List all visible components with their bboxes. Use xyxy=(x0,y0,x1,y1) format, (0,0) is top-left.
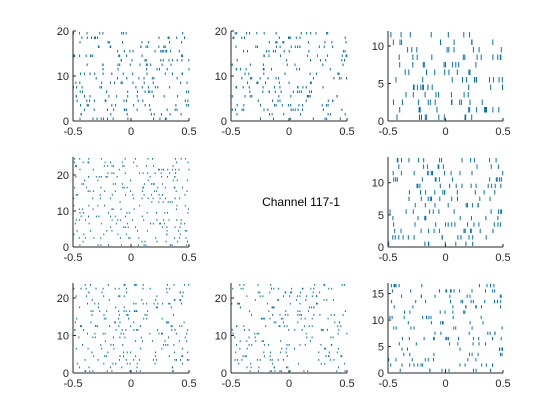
x-tick-label: -0.5 xyxy=(379,252,398,264)
y-tick-label: 0 xyxy=(63,116,69,128)
x-tick-label: 0 xyxy=(128,252,134,264)
x-tick-label: -0.5 xyxy=(379,126,398,138)
x-tick-label: 0 xyxy=(128,126,134,138)
y-tick-label: 0 xyxy=(378,368,384,380)
x-tick-label: -0.5 xyxy=(64,378,83,390)
y-tick-label: 5 xyxy=(378,79,384,91)
spike-group xyxy=(72,32,190,120)
spike-group xyxy=(390,32,503,120)
spike-group xyxy=(388,284,503,372)
y-tick-label: 0 xyxy=(63,242,69,254)
x-tick-label: 0 xyxy=(442,252,448,264)
spike-group xyxy=(388,158,504,246)
x-tick-label: 0.5 xyxy=(181,126,196,138)
x-tick-label: 0 xyxy=(286,378,292,390)
x-tick-label: 0 xyxy=(442,378,448,390)
y-tick-label: 0 xyxy=(221,116,227,128)
y-tick-label: 20 xyxy=(215,293,227,305)
x-tick-label: 0.5 xyxy=(181,252,196,264)
x-tick-label: 0 xyxy=(128,378,134,390)
figure-title: Channel 117-1 xyxy=(262,195,340,209)
spike-group xyxy=(230,284,348,372)
x-tick-label: -0.5 xyxy=(222,126,241,138)
x-tick-label: -0.5 xyxy=(64,252,83,264)
x-tick-label: 0 xyxy=(442,126,448,138)
x-tick-label: 0.5 xyxy=(495,252,510,264)
spike-group xyxy=(73,284,190,372)
y-tick-label: 10 xyxy=(372,315,384,327)
spike-group xyxy=(231,32,348,120)
spike-group xyxy=(72,158,190,246)
y-tick-label: 0 xyxy=(63,368,69,380)
x-tick-label: 0.5 xyxy=(495,378,510,390)
y-tick-label: 10 xyxy=(215,71,227,83)
y-tick-label: 0 xyxy=(221,368,227,380)
x-tick-label: -0.5 xyxy=(379,378,398,390)
x-tick-label: -0.5 xyxy=(64,126,83,138)
x-tick-label: 0 xyxy=(286,126,292,138)
y-tick-label: 0 xyxy=(378,116,384,128)
y-tick-label: 0 xyxy=(378,242,384,254)
y-tick-label: 10 xyxy=(57,331,69,343)
y-tick-label: 5 xyxy=(378,210,384,222)
x-tick-label: 0.5 xyxy=(339,126,354,138)
y-tick-label: 20 xyxy=(57,293,69,305)
x-tick-label: 0.5 xyxy=(339,378,354,390)
y-tick-label: 10 xyxy=(372,178,384,190)
y-tick-label: 20 xyxy=(57,170,69,182)
y-tick-label: 20 xyxy=(57,26,69,38)
x-tick-label: -0.5 xyxy=(222,378,241,390)
y-tick-label: 10 xyxy=(57,206,69,218)
y-tick-label: 20 xyxy=(215,26,227,38)
y-tick-label: 10 xyxy=(57,71,69,83)
y-tick-label: 10 xyxy=(215,331,227,343)
y-tick-label: 15 xyxy=(372,289,384,301)
x-tick-label: 0.5 xyxy=(181,378,196,390)
y-tick-label: 5 xyxy=(378,342,384,354)
x-tick-label: 0.5 xyxy=(495,126,510,138)
y-tick-label: 10 xyxy=(372,41,384,53)
